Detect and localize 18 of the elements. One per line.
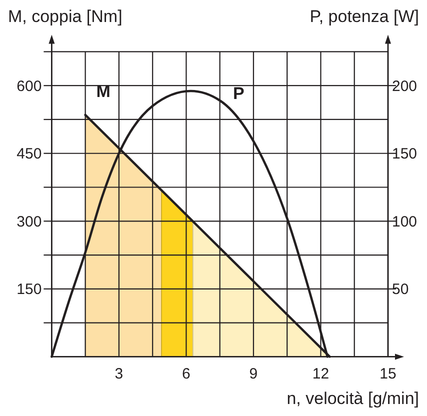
- x-axis-title: n, velocità [g/min]: [286, 389, 419, 408]
- y2-tick-label: 150: [392, 146, 418, 163]
- y-tick-label: 300: [16, 213, 42, 230]
- y-tick-label: 600: [16, 78, 42, 95]
- x-tick-label: 12: [312, 366, 330, 383]
- series-label: M: [96, 82, 110, 101]
- x-tick-label: 3: [114, 366, 124, 383]
- y2-tick-label: 50: [392, 281, 409, 298]
- y-tick-label: 150: [16, 281, 42, 298]
- x-tick-label: 15: [380, 366, 396, 383]
- series-label: P: [233, 84, 244, 104]
- y-axis-title: M, coppia [Nm]: [8, 7, 122, 26]
- y2-tick-label: 200: [392, 78, 418, 95]
- y-tick-label: 450: [16, 146, 42, 163]
- y2-axis-title: P, potenza [W]: [310, 7, 419, 26]
- x-tick-label: 9: [249, 366, 258, 383]
- x-tick-label: 6: [182, 366, 190, 383]
- y2-tick-label: 100: [392, 213, 418, 230]
